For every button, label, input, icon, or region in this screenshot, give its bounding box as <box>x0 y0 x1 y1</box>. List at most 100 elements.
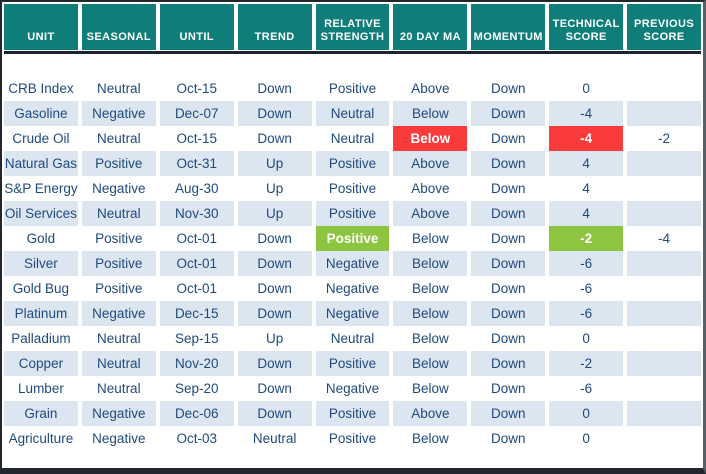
cell-trend: Up <box>237 326 312 351</box>
cell-previous-score <box>627 301 701 326</box>
table-row: CRB Index Neutral Oct-15 Down Positive Above D… <box>4 76 701 101</box>
cell-unit: Agriculture <box>4 426 78 451</box>
cell-until: Nov-20 <box>159 351 234 376</box>
cell-until: Dec-06 <box>159 401 234 426</box>
table-header-row: UNIT SEASONAL UNTIL TREND RELATIVE STRENGTH 2… <box>4 4 701 50</box>
cell-seasonal: Neutral <box>81 351 156 376</box>
cell-unit: Platinum <box>4 301 78 326</box>
cell-trend: Up <box>237 151 312 176</box>
cell-previous-score <box>627 376 701 401</box>
cell-relative-strength: Positive <box>315 351 390 376</box>
cell-momentum: Down <box>471 251 546 276</box>
cell-trend: Down <box>237 301 312 326</box>
cell-technical-score: 0 <box>549 76 624 101</box>
table-row: Oil Services Neutral Nov-30 Up Positive Above… <box>4 201 701 226</box>
cell-seasonal: Neutral <box>81 326 156 351</box>
table-row: Gold Positive Oct-01 Down Positive Below Down -… <box>4 226 701 251</box>
cell-unit: Gasoline <box>4 101 78 126</box>
cell-until: Oct-01 <box>159 276 234 301</box>
cell-until: Dec-07 <box>159 101 234 126</box>
cell-until: Oct-01 <box>159 226 234 251</box>
cell-relative-strength: Positive <box>315 201 390 226</box>
bottom-spacer <box>4 451 701 468</box>
cell-relative-strength: Negative <box>315 251 390 276</box>
cell-unit: Gold <box>4 226 78 251</box>
cell-trend: Down <box>237 76 312 101</box>
cell-until: Oct-01 <box>159 251 234 276</box>
table-row: Gasoline Negative Dec-07 Down Neutral Below Do… <box>4 101 701 126</box>
cell-trend: Down <box>237 376 312 401</box>
header-cell-seasonal: SEASONAL <box>81 4 156 50</box>
cell-previous-score: -4 <box>627 226 701 251</box>
cell-relative-strength: Negative <box>315 276 390 301</box>
cell-momentum: Down <box>471 326 546 351</box>
table-row: Silver Positive Oct-01 Down Negative Below Dow… <box>4 251 701 276</box>
table-body: CRB Index Neutral Oct-15 Down Positive Above D… <box>4 76 701 451</box>
cell-momentum: Down <box>471 351 546 376</box>
cell-unit: S&P Energy <box>4 176 78 201</box>
cell-relative-strength: Neutral <box>315 326 390 351</box>
cell-trend: Down <box>237 251 312 276</box>
cell-20-day-ma: Below <box>393 126 468 151</box>
cell-relative-strength: Negative <box>315 301 390 326</box>
cell-technical-score: -6 <box>549 301 624 326</box>
cell-technical-score: 4 <box>549 151 624 176</box>
cell-relative-strength: Positive <box>315 151 390 176</box>
cell-until: Sep-15 <box>159 326 234 351</box>
cell-20-day-ma: Above <box>393 151 468 176</box>
cell-relative-strength: Positive <box>315 76 390 101</box>
cell-momentum: Down <box>471 126 546 151</box>
cell-until: Aug-30 <box>159 176 234 201</box>
cell-previous-score <box>627 401 701 426</box>
cell-relative-strength: Positive <box>315 176 390 201</box>
cell-trend: Down <box>237 351 312 376</box>
cell-relative-strength: Neutral <box>315 126 390 151</box>
cell-previous-score <box>627 276 701 301</box>
cell-technical-score: -6 <box>549 251 624 276</box>
cell-momentum: Down <box>471 176 546 201</box>
cell-momentum: Down <box>471 76 546 101</box>
cell-previous-score <box>627 176 701 201</box>
cell-previous-score <box>627 426 701 451</box>
cell-seasonal: Neutral <box>81 376 156 401</box>
cell-momentum: Down <box>471 376 546 401</box>
cell-technical-score: -4 <box>549 101 624 126</box>
cell-relative-strength: Positive <box>315 426 390 451</box>
table-row: Crude Oil Neutral Oct-15 Down Neutral Below Do… <box>4 126 701 151</box>
cell-previous-score <box>627 351 701 376</box>
cell-20-day-ma: Below <box>393 301 468 326</box>
cell-trend: Down <box>237 276 312 301</box>
table-row: Platinum Negative Dec-15 Down Negative Below D… <box>4 301 701 326</box>
cell-20-day-ma: Below <box>393 326 468 351</box>
cell-relative-strength: Negative <box>315 376 390 401</box>
cell-seasonal: Positive <box>81 226 156 251</box>
cell-previous-score <box>627 76 701 101</box>
header-cell-trend: TREND <box>237 4 312 50</box>
cell-20-day-ma: Above <box>393 401 468 426</box>
cell-previous-score: -2 <box>627 126 701 151</box>
cell-seasonal: Negative <box>81 401 156 426</box>
cell-momentum: Down <box>471 276 546 301</box>
cell-technical-score: 4 <box>549 176 624 201</box>
cell-seasonal: Negative <box>81 101 156 126</box>
cell-previous-score <box>627 326 701 351</box>
table-row: Natural Gas Positive Oct-31 Up Positive Above… <box>4 151 701 176</box>
cell-trend: Down <box>237 401 312 426</box>
cell-20-day-ma: Below <box>393 101 468 126</box>
header-spacer <box>4 54 701 76</box>
cell-trend: Up <box>237 176 312 201</box>
cell-20-day-ma: Below <box>393 251 468 276</box>
cell-technical-score: 0 <box>549 401 624 426</box>
cell-momentum: Down <box>471 301 546 326</box>
header-cell-relative-strength: RELATIVE STRENGTH <box>315 4 390 50</box>
header-divider <box>4 51 701 54</box>
cell-until: Oct-31 <box>159 151 234 176</box>
cell-momentum: Down <box>471 426 546 451</box>
cell-unit: Crude Oil <box>4 126 78 151</box>
cell-previous-score <box>627 101 701 126</box>
header-cell-technical-score: TECHNICAL SCORE <box>549 4 624 50</box>
cell-unit: Natural Gas <box>4 151 78 176</box>
cell-trend: Down <box>237 226 312 251</box>
cell-technical-score: 0 <box>549 326 624 351</box>
cell-technical-score: 4 <box>549 201 624 226</box>
